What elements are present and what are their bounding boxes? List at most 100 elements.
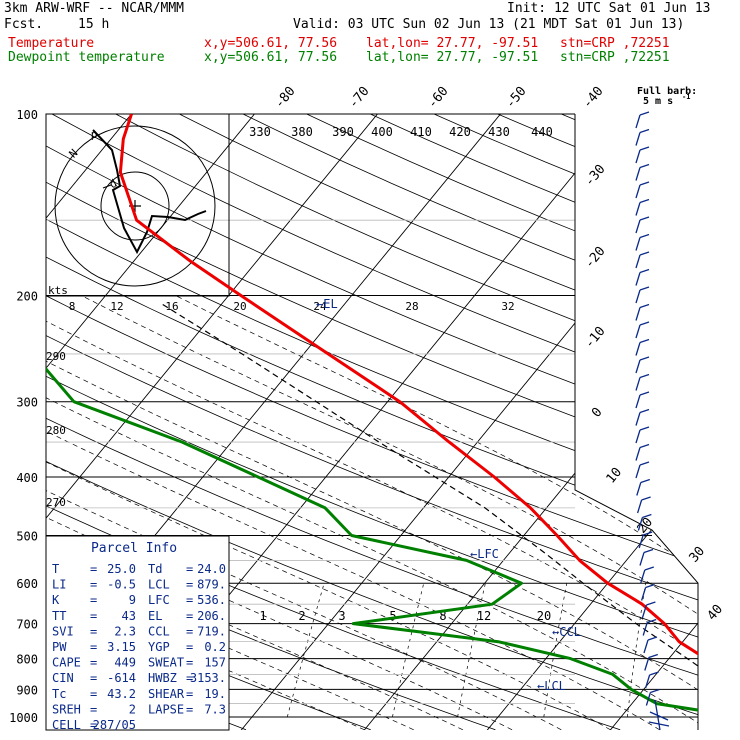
parcel-value: 43.2 <box>107 687 136 701</box>
parcel-eq: = <box>90 718 97 732</box>
dewpoint-latlon: lat,lon= 27.77, -97.51 <box>366 50 539 65</box>
parcel-value: 2 <box>129 702 136 716</box>
temperature-profile <box>118 114 698 719</box>
parcel-key: LFC <box>148 593 170 607</box>
parcel-key: SWEAT <box>148 656 184 670</box>
isotherm-line <box>605 114 698 730</box>
parcel-eq: = <box>90 671 97 685</box>
mixing-ratio-label: 5 <box>389 609 396 623</box>
hodograph-ring-inner <box>100 171 170 241</box>
pressure-tick-label: 100 <box>16 108 38 122</box>
pressure-tick-label: 300 <box>16 396 38 410</box>
pressure-tick-label: 400 <box>16 471 38 485</box>
theta-tick-label: 410 <box>410 125 432 139</box>
parcel-value: 3153. <box>190 671 226 685</box>
pressure-tick-label: 1000 <box>9 711 38 725</box>
wind-barb <box>635 321 650 339</box>
parcel-key: LCL <box>148 578 170 592</box>
dry-adiabat-line <box>624 114 698 730</box>
parcel-value: 206. <box>197 609 226 623</box>
parcel-key: TT <box>52 609 66 623</box>
hodograph-trace <box>92 129 207 255</box>
parcel-key: SVI <box>52 624 74 638</box>
wind-barb <box>635 426 650 444</box>
hodograph-box <box>45 113 230 297</box>
theta-tick-label: 400 <box>371 125 393 139</box>
parcel-eq: = <box>90 702 97 716</box>
wind-barb <box>635 338 650 356</box>
wind-barb <box>635 181 650 199</box>
wind-barb <box>644 653 659 671</box>
parcel-value: 2.3 <box>114 624 136 638</box>
parcel-value: 536. <box>197 593 226 607</box>
hodograph-speed-label: 28 <box>405 300 418 313</box>
wind-barb <box>635 356 650 374</box>
wind-barb <box>635 373 650 391</box>
mixing-ratio-label: 1 <box>259 609 266 623</box>
wind-barb <box>644 671 659 689</box>
isotherm-tick-label: -10 <box>582 324 609 352</box>
wind-barb <box>635 163 650 181</box>
dry-adiabat-line <box>46 114 698 730</box>
mixing-ratio-label: 12 <box>477 609 491 623</box>
parcel-value: 157 <box>204 656 226 670</box>
wind-barb <box>635 251 650 269</box>
dewpoint-xy: x,y=506.61, 77.56 <box>204 50 338 65</box>
parcel-key: T <box>52 562 59 576</box>
isotherm-line <box>46 114 267 730</box>
dry-adiabat-line <box>46 114 698 730</box>
theta-tick-label: 430 <box>488 125 510 139</box>
moist-adiabat-line <box>175 295 698 730</box>
moist-adiabat-line <box>46 295 611 730</box>
isotherm-tick-label: 10 <box>604 465 626 487</box>
theta-tick-label: 420 <box>449 125 471 139</box>
parcel-eq: = <box>90 593 97 607</box>
parcel-eq: = <box>186 671 193 685</box>
isotherm-tick-label: -20 <box>582 244 609 272</box>
parcel-value: -0.5 <box>107 578 136 592</box>
wind-barb <box>635 233 650 251</box>
hodograph-speed-label: 16 <box>165 300 178 313</box>
dry-adiabat-line <box>497 114 698 730</box>
parcel-eq: = <box>186 562 193 576</box>
parcel-value: 449 <box>114 656 136 670</box>
parcel-key: LI <box>52 578 66 592</box>
level-marker-lcl: ←LCL <box>537 679 566 693</box>
wind-barb <box>635 128 650 146</box>
parcel-eq: = <box>186 593 193 607</box>
wind-barb <box>642 618 657 636</box>
parcel-value: 0.2 <box>204 640 226 654</box>
side-height-label: 290 <box>46 350 66 363</box>
isotherm-tick-label: -70 <box>346 84 373 112</box>
parcel-key: HWBZ <box>148 671 177 685</box>
parcel-key: CIN <box>52 671 74 685</box>
wind-barb <box>635 391 650 409</box>
parcel-key: CCL <box>148 624 170 638</box>
wind-barb <box>640 583 655 601</box>
wind-barb <box>640 566 655 584</box>
pressure-tick-label: 700 <box>16 618 38 632</box>
parcel-value: 3.15 <box>107 640 136 654</box>
parcel-key: EL <box>148 609 162 623</box>
parcel-eq: = <box>90 578 97 592</box>
parcel-key: CAPE <box>52 656 81 670</box>
moist-adiabat-line <box>81 295 698 730</box>
parcel-eq: = <box>186 609 193 623</box>
parcel-key: Tc <box>52 687 66 701</box>
isotherm-tick-label: -30 <box>582 162 609 190</box>
pressure-tick-label: 500 <box>16 529 38 543</box>
parcel-key: Td <box>148 562 162 576</box>
hodograph-speed-label: 20 <box>233 300 246 313</box>
parcel-key: SREH <box>52 702 81 716</box>
parcel-eq: = <box>90 687 97 701</box>
side-height-label: 270 <box>46 496 66 509</box>
isotherm-tick-label: 30 <box>687 544 709 566</box>
hodograph-point-label: p <box>91 128 98 141</box>
parcel-value: 25.0 <box>107 562 136 576</box>
pressure-tick-label: 600 <box>16 577 38 591</box>
parcel-value: 19. <box>204 687 226 701</box>
pressure-tick-label: 800 <box>16 653 38 667</box>
isotherm-line <box>0 100 20 735</box>
parcel-eq: = <box>186 624 193 638</box>
temperature-latlon: lat,lon= 27.77, -97.51 <box>366 36 539 51</box>
